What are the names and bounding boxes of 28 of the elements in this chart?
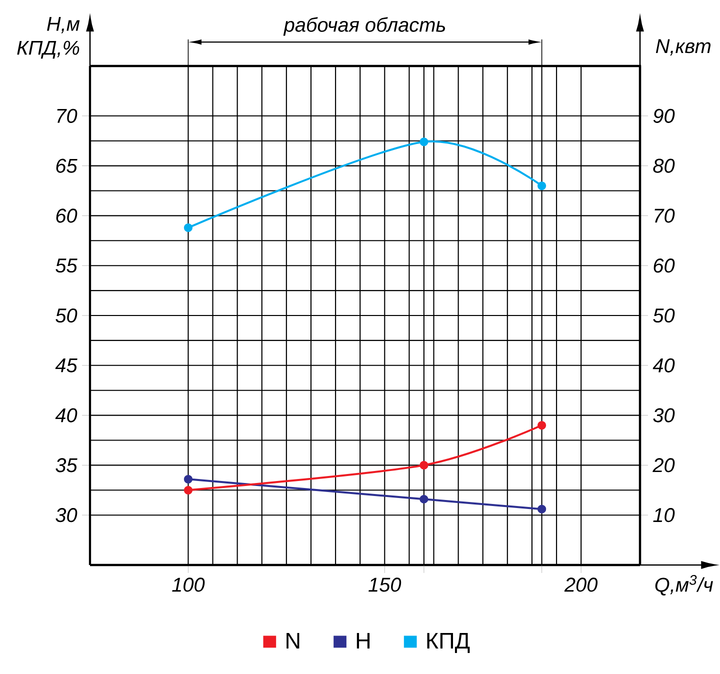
y2-tick-label: 90 — [653, 108, 675, 123]
y-tick-label: 70 — [57, 108, 78, 123]
y-tick-label: 40 — [55, 408, 78, 422]
y2-tick-label: 20 — [652, 458, 675, 472]
y-axis-title: H,м КПД,% — [17, 17, 80, 59]
y-tick-label: 65 — [56, 158, 78, 173]
x-tick-label: 100 — [172, 578, 205, 592]
y2-tick-label: 70 — [654, 208, 675, 223]
x-axis-title: Q,м$^{3}$/ч — [655, 575, 713, 596]
y2-tick-label: 10 — [653, 508, 675, 522]
y2-tick-label: 40 — [652, 358, 675, 372]
x-tick-label: 200 — [564, 578, 598, 592]
y-tick-label: 60 — [56, 208, 78, 223]
y-tick-label: 35 — [56, 458, 78, 472]
legend-label: N — [286, 632, 300, 648]
y2-tick-label: 60 — [654, 258, 675, 273]
y2-tick-label: 80 — [653, 158, 675, 173]
x-tick-label: 150 — [368, 578, 402, 592]
text: рабочая область — [283, 17, 446, 36]
legend-label: КПД — [427, 632, 470, 653]
y2-axis-title: N,квт — [656, 39, 711, 56]
y2-tick-label: 50 — [653, 308, 675, 323]
y-tick-label: 50 — [56, 308, 78, 323]
y2-tick-label: 30 — [653, 408, 675, 422]
y-tick-label: 30 — [56, 508, 78, 522]
y-tick-label: 45 — [55, 358, 78, 372]
legend-label: H — [356, 632, 370, 648]
y-tick-label: 55 — [56, 258, 78, 273]
